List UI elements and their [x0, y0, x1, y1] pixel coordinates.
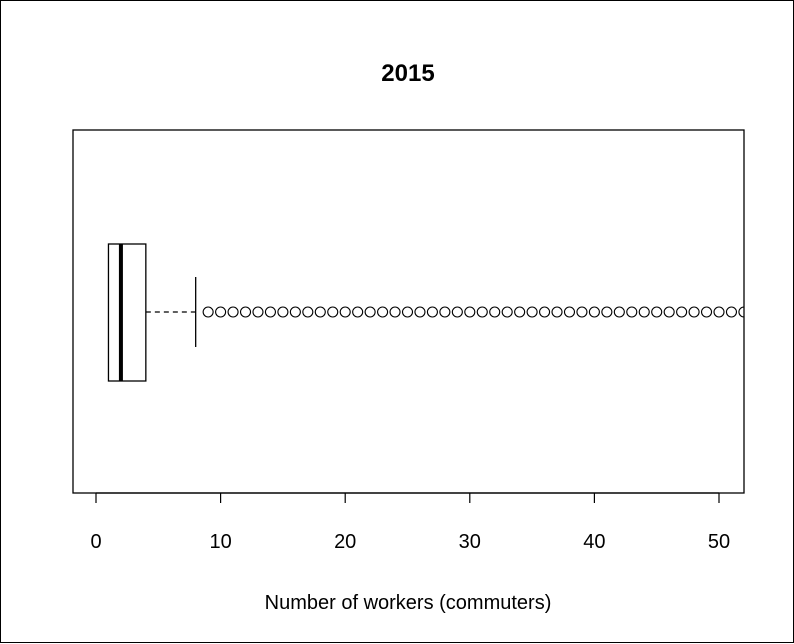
outlier-point	[227, 306, 239, 318]
outlier-point	[377, 306, 389, 318]
x-tick-label: 50	[708, 531, 730, 553]
outlier-point	[426, 306, 438, 318]
outlier-point	[264, 306, 276, 318]
outlier-point	[501, 306, 513, 318]
outlier-point	[601, 306, 613, 318]
outlier-point	[663, 306, 675, 318]
x-tick-label: 20	[334, 531, 356, 553]
outlier-point	[713, 306, 725, 318]
outlier-point	[539, 306, 551, 318]
outlier-point	[289, 306, 301, 318]
x-tick-label: 0	[90, 531, 101, 553]
outlier-point	[302, 306, 314, 318]
outlier-point	[389, 306, 401, 318]
outlier-point	[339, 306, 351, 318]
outlier-point	[588, 306, 600, 318]
outliers-group	[202, 306, 744, 318]
outlier-point	[576, 306, 588, 318]
outlier-point	[364, 306, 376, 318]
outlier-point	[352, 306, 364, 318]
outlier-point	[327, 306, 339, 318]
outlier-point	[252, 306, 264, 318]
outlier-point	[476, 306, 488, 318]
outlier-point	[676, 306, 688, 318]
outlier-point	[514, 306, 526, 318]
outlier-point	[439, 306, 451, 318]
outlier-point	[738, 306, 744, 318]
outlier-point	[526, 306, 538, 318]
outlier-point	[451, 306, 463, 318]
outlier-point	[613, 306, 625, 318]
outlier-point	[688, 306, 700, 318]
box-group	[107, 243, 197, 382]
x-tick-label: 30	[459, 531, 481, 553]
outlier-point	[464, 306, 476, 318]
x-axis: 0 10 20 30 40 50	[90, 492, 730, 553]
x-tick-label: 10	[209, 531, 231, 553]
outlier-point	[401, 306, 414, 318]
chart-title: 2015	[381, 60, 434, 87]
outlier-point	[215, 306, 227, 318]
outlier-point	[651, 306, 663, 318]
outlier-point	[414, 306, 426, 318]
outlier-point	[725, 306, 738, 318]
outlier-point	[239, 306, 252, 318]
outlier-point	[638, 306, 650, 318]
outlier-point	[277, 306, 289, 318]
outlier-point	[563, 306, 576, 318]
x-tick-label: 40	[583, 531, 605, 553]
outlier-point	[489, 306, 501, 318]
outlier-point	[202, 306, 214, 318]
outlier-point	[551, 306, 563, 318]
x-axis-label: Number of workers (commuters)	[265, 592, 552, 614]
outlier-point	[700, 306, 713, 318]
outlier-point	[626, 306, 638, 318]
outlier-point	[314, 306, 326, 318]
iqr-box	[107, 243, 147, 382]
